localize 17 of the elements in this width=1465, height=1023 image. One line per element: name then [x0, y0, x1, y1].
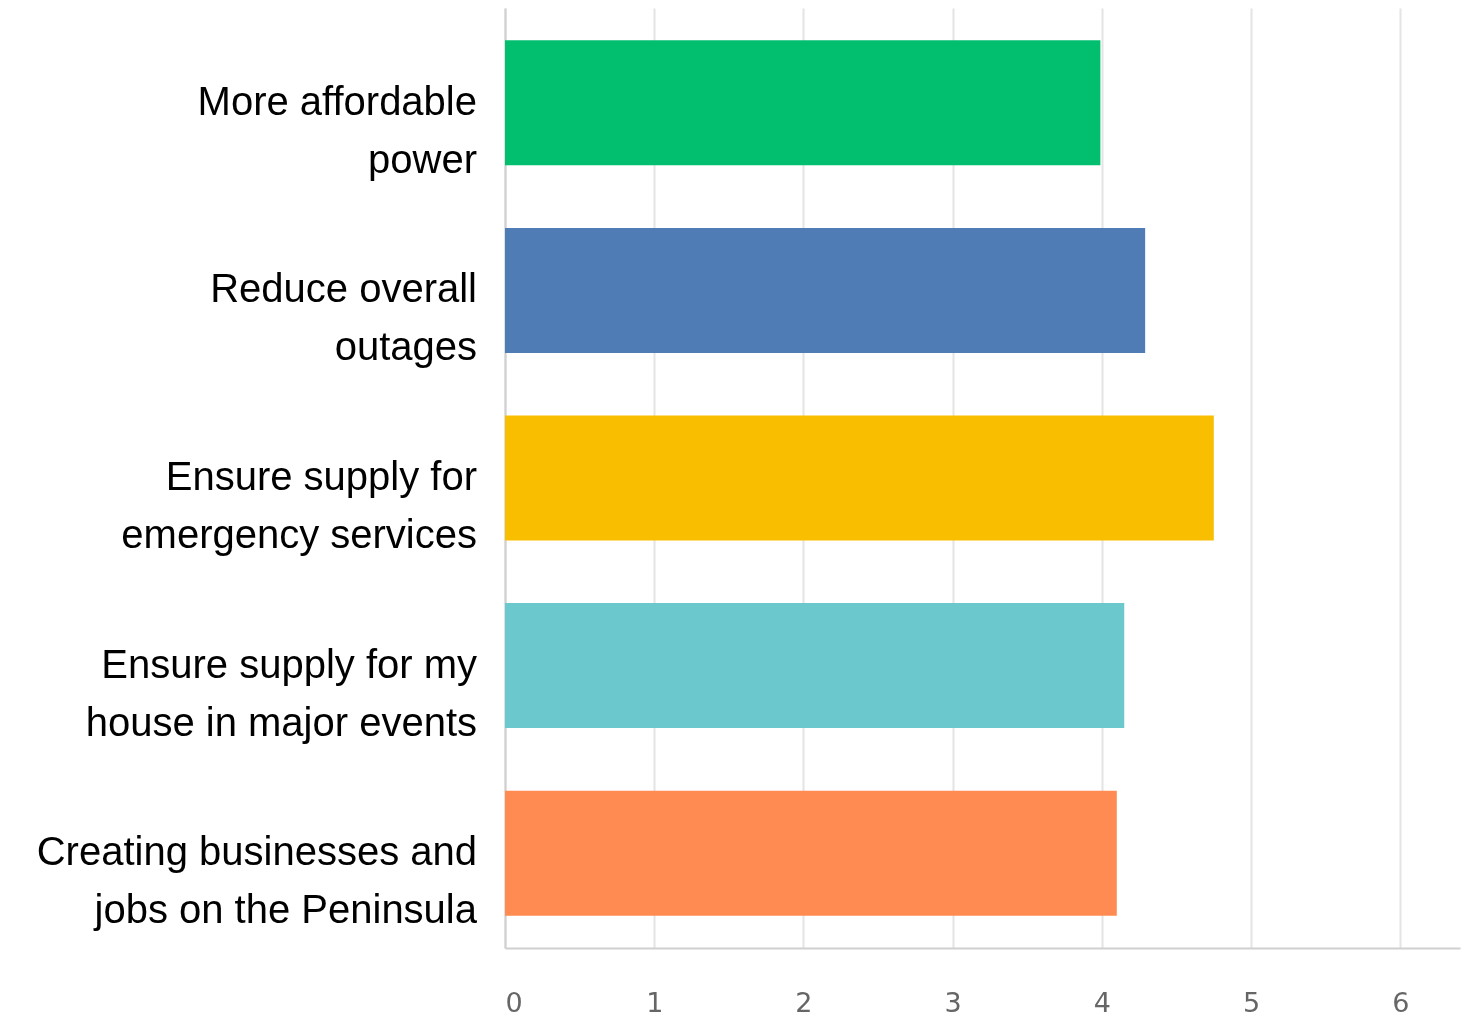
x-tick-label: 2 — [795, 986, 813, 1018]
x-tick-label: 5 — [1243, 986, 1261, 1018]
x-tick-label: 1 — [646, 986, 664, 1018]
y-tick-label: Ensure supply for emergency services — [121, 454, 477, 556]
bar — [505, 415, 1214, 541]
bar — [505, 40, 1101, 166]
x-tick-label: 4 — [1093, 986, 1111, 1018]
bar — [505, 603, 1125, 729]
y-tick-label: Creating businesses and jobs on the Peninsula — [36, 829, 478, 932]
x-tick-label: 3 — [944, 986, 962, 1018]
y-tick-label: Reduce overall outages — [210, 266, 477, 369]
x-tick-label: 0 — [505, 986, 523, 1018]
bar — [505, 790, 1117, 916]
x-tick-label: 6 — [1392, 986, 1410, 1018]
y-tick-label: More affordable power — [197, 78, 477, 181]
bar — [505, 227, 1146, 353]
y-tick-label: Ensure supply for my house in major events — [85, 641, 477, 744]
